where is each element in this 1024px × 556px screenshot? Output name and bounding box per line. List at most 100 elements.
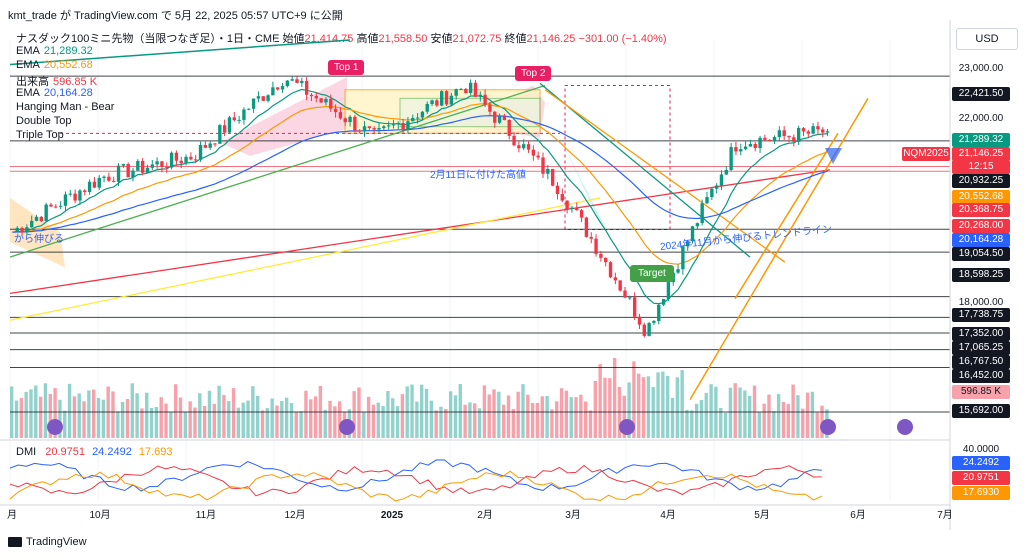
volume-bar xyxy=(453,395,458,438)
volume-bar xyxy=(641,377,646,438)
candle-body xyxy=(604,257,608,263)
symbol-name: ナスダック100ミニ先物（当限つなぎ足）・1日・CME xyxy=(16,33,280,45)
candle-body xyxy=(531,149,536,156)
volume-bar xyxy=(135,393,139,438)
candle-body xyxy=(657,304,661,322)
volume-bar xyxy=(434,410,438,438)
volume-bar xyxy=(82,401,86,438)
price-tick-label: 23,000.00 xyxy=(958,63,1004,74)
volume-bar xyxy=(612,358,617,438)
candle-body xyxy=(92,181,97,188)
candle-body xyxy=(25,227,29,233)
volume-bar xyxy=(236,407,241,438)
volume-bar xyxy=(96,397,101,438)
candle-body xyxy=(155,161,159,165)
volume-bar xyxy=(376,402,380,438)
price-level-label: 17,738.75 xyxy=(952,308,1010,322)
low-value: 21,072.75 xyxy=(452,33,502,45)
tradingview-logo-icon xyxy=(8,537,22,548)
candle-body xyxy=(714,185,719,189)
candle-body xyxy=(425,103,429,112)
volume-bar xyxy=(275,405,279,438)
volume-bar xyxy=(757,412,762,438)
publish-header: kmt_trade が TradingView.com で 5月 22, 202… xyxy=(8,10,343,22)
volume-bar xyxy=(323,409,327,438)
candle-body xyxy=(700,203,704,224)
candle-body xyxy=(266,95,270,101)
volume-bar xyxy=(448,391,453,438)
candle-body xyxy=(536,155,540,158)
candle-body xyxy=(329,98,333,109)
volume-bar xyxy=(781,401,786,438)
volume-bar xyxy=(424,388,429,438)
dmi-value-label: 24.2492 xyxy=(952,456,1010,470)
price-level-label: 22,421.50 xyxy=(952,87,1010,101)
volume-bar xyxy=(511,409,516,438)
candle-body xyxy=(261,96,265,101)
candle-body xyxy=(174,152,179,161)
candle-body xyxy=(189,156,193,160)
volume-bar xyxy=(193,407,197,438)
change-value: −301.00 (−1.40%) xyxy=(578,33,667,45)
decline-channel-zone xyxy=(540,98,615,247)
volume-bar xyxy=(164,403,168,438)
top1-label: Top 1 xyxy=(328,60,365,75)
volume-bar xyxy=(202,406,207,438)
volume-bar xyxy=(468,402,472,438)
candle-body xyxy=(517,145,521,149)
candle-body xyxy=(512,135,516,146)
volume-bar xyxy=(545,395,549,438)
candle-body xyxy=(44,204,48,222)
candle-body xyxy=(280,86,285,90)
candle-body xyxy=(102,176,106,178)
volume-bar xyxy=(231,388,236,438)
volume-bar xyxy=(796,395,800,438)
candle-body xyxy=(550,168,555,186)
volume-bar xyxy=(72,396,77,438)
volume-bar xyxy=(111,391,115,438)
dmi-legend: DMI 20.9751 24.2492 17.693 xyxy=(16,446,173,458)
candle-body xyxy=(218,125,222,144)
price-level-label: 16,452.00 xyxy=(952,369,1010,383)
candle-body xyxy=(140,160,145,173)
dmi-adx-line xyxy=(9,470,823,502)
volume-bar xyxy=(19,398,24,438)
volume-bar xyxy=(169,412,173,438)
legend-ema-3: EMA 20,164.28 xyxy=(16,87,93,99)
candle-body xyxy=(575,207,579,211)
candle-body xyxy=(584,217,589,237)
candle-body xyxy=(488,104,492,112)
volume-bar xyxy=(559,388,564,438)
currency-button[interactable]: USD xyxy=(956,28,1018,50)
candle-body xyxy=(39,216,44,222)
volume-bar xyxy=(328,400,332,438)
candle-body xyxy=(160,161,164,167)
candle-body xyxy=(145,167,150,173)
time-axis-label: 6月 xyxy=(850,509,866,521)
candle-body xyxy=(541,157,545,174)
candle-body xyxy=(497,116,502,123)
candle-body xyxy=(136,160,140,171)
candle-body xyxy=(589,236,593,239)
candle-body xyxy=(338,112,343,119)
volume-bar xyxy=(87,390,91,438)
volume-bar xyxy=(516,391,520,438)
candle-body xyxy=(319,98,323,103)
uptrend-line-yellow xyxy=(9,197,601,321)
candle-body xyxy=(165,166,169,168)
volume-bar xyxy=(579,394,583,438)
volume-bar xyxy=(502,404,506,438)
candle-body xyxy=(796,128,801,142)
candle-body xyxy=(251,98,256,109)
candle-body xyxy=(748,143,753,147)
uptrend-line-red xyxy=(9,169,831,295)
close-label: 終値 xyxy=(504,33,527,45)
dmi-value-label: 20.9751 xyxy=(952,471,1010,485)
volume-bar xyxy=(728,387,733,438)
downtrend-line-orange xyxy=(544,89,786,263)
volume-bar xyxy=(159,397,163,438)
volume-bar xyxy=(270,398,274,438)
volume-bar xyxy=(395,406,400,438)
candle-body xyxy=(348,116,352,123)
